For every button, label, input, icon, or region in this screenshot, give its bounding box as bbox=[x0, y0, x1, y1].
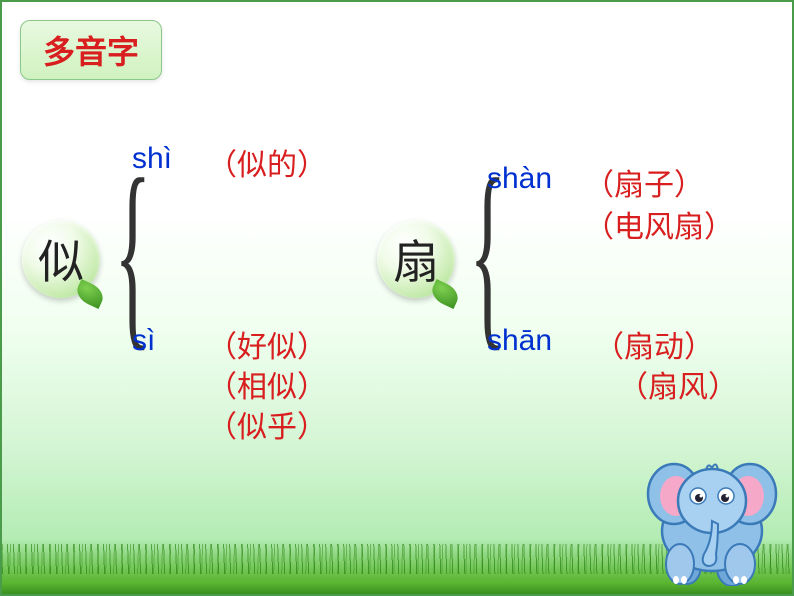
char-si: 似 bbox=[38, 226, 84, 292]
char-shan: 扇 bbox=[393, 226, 439, 292]
elephant-illustration bbox=[632, 446, 782, 586]
pinyin-shan4: shàn bbox=[487, 162, 552, 196]
word-sihu: （似乎） bbox=[207, 402, 327, 446]
char-medallion-shan: 扇 bbox=[377, 220, 455, 298]
word-haosi: （好似） bbox=[207, 322, 327, 366]
pinyin-si4: sì bbox=[132, 324, 155, 358]
leaf-deco bbox=[428, 279, 462, 309]
char-medallion-si: 似 bbox=[22, 220, 100, 298]
word-shanzi: （扇子） bbox=[584, 160, 704, 204]
word-xiangsi: （相似） bbox=[207, 362, 327, 406]
title-text: 多音字 bbox=[43, 34, 139, 70]
word-shandong: （扇动） bbox=[594, 322, 714, 366]
word-shanfeng: （扇风） bbox=[618, 362, 738, 406]
pinyin-shan1: shān bbox=[487, 324, 552, 358]
word-dianfengshan: （电风扇） bbox=[584, 202, 734, 246]
leaf-deco bbox=[73, 279, 107, 309]
title-badge: 多音字 bbox=[20, 20, 162, 80]
pinyin-shi4: shì bbox=[132, 142, 172, 176]
word-side: （似的） bbox=[207, 140, 327, 184]
